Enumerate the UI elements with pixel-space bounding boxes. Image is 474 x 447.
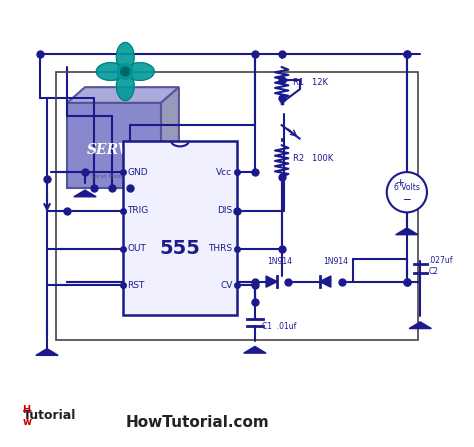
Text: R1   12K: R1 12K bbox=[293, 78, 328, 87]
Polygon shape bbox=[396, 228, 418, 235]
Text: CV: CV bbox=[220, 281, 233, 290]
Polygon shape bbox=[116, 72, 134, 101]
Circle shape bbox=[117, 63, 133, 80]
Text: GND: GND bbox=[128, 168, 148, 177]
Text: 6 Volts: 6 Volts bbox=[394, 183, 420, 192]
Text: Tutorial: Tutorial bbox=[22, 409, 76, 422]
Polygon shape bbox=[96, 63, 125, 80]
Text: OUT: OUT bbox=[128, 245, 146, 253]
Text: R2   100K: R2 100K bbox=[293, 154, 333, 163]
FancyBboxPatch shape bbox=[67, 103, 161, 188]
Text: SERVO: SERVO bbox=[87, 143, 141, 156]
Text: Servo Motor Pins: Servo Motor Pins bbox=[91, 174, 137, 179]
Polygon shape bbox=[116, 42, 134, 72]
Polygon shape bbox=[36, 349, 58, 355]
Text: 1N914: 1N914 bbox=[323, 257, 348, 266]
Text: 1N914: 1N914 bbox=[267, 257, 292, 266]
Polygon shape bbox=[244, 346, 266, 353]
Text: Vcc: Vcc bbox=[217, 168, 233, 177]
Text: THRS: THRS bbox=[209, 245, 233, 253]
Text: HowTutorial.com: HowTutorial.com bbox=[125, 415, 269, 430]
Polygon shape bbox=[266, 276, 277, 287]
Polygon shape bbox=[125, 63, 155, 80]
Text: DIS: DIS bbox=[217, 206, 233, 215]
Bar bbox=[123, 141, 237, 315]
Text: RST: RST bbox=[128, 281, 145, 290]
Circle shape bbox=[387, 172, 427, 212]
Text: 555: 555 bbox=[160, 240, 201, 258]
Polygon shape bbox=[319, 276, 331, 287]
Bar bbox=[56, 72, 418, 340]
Text: TRIG: TRIG bbox=[128, 206, 149, 215]
Text: ─: ─ bbox=[403, 194, 410, 204]
Text: C1  .01uf: C1 .01uf bbox=[262, 322, 296, 331]
Polygon shape bbox=[74, 190, 96, 197]
Circle shape bbox=[121, 67, 130, 76]
Text: +: + bbox=[395, 178, 405, 188]
Polygon shape bbox=[409, 322, 431, 329]
Text: .027uf
C2: .027uf C2 bbox=[428, 256, 453, 276]
Polygon shape bbox=[161, 87, 179, 188]
Text: H
w: H w bbox=[22, 405, 31, 426]
Polygon shape bbox=[67, 87, 179, 103]
